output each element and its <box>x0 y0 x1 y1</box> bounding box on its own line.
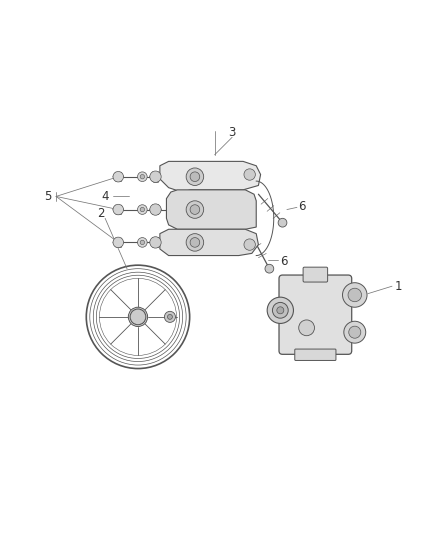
Text: 1: 1 <box>395 280 403 293</box>
Circle shape <box>190 238 200 247</box>
Circle shape <box>349 326 361 338</box>
Circle shape <box>164 311 176 322</box>
Circle shape <box>244 169 255 180</box>
Circle shape <box>277 307 284 314</box>
Circle shape <box>272 302 288 318</box>
Polygon shape <box>160 161 261 192</box>
FancyBboxPatch shape <box>303 267 328 282</box>
Text: 2: 2 <box>97 207 105 221</box>
Text: 3: 3 <box>229 126 236 140</box>
Circle shape <box>90 269 186 365</box>
Circle shape <box>348 288 361 302</box>
Circle shape <box>113 237 124 248</box>
FancyBboxPatch shape <box>279 275 352 354</box>
Circle shape <box>344 321 366 343</box>
Circle shape <box>150 237 161 248</box>
Circle shape <box>96 275 180 359</box>
Circle shape <box>140 240 145 245</box>
Circle shape <box>138 238 147 247</box>
Text: 5: 5 <box>45 190 52 203</box>
Text: 6: 6 <box>298 199 306 213</box>
Text: 6: 6 <box>280 255 288 268</box>
Circle shape <box>278 219 287 227</box>
Circle shape <box>113 172 124 182</box>
Circle shape <box>186 233 204 251</box>
Circle shape <box>93 272 183 361</box>
Circle shape <box>86 265 190 368</box>
Polygon shape <box>160 229 258 255</box>
Circle shape <box>186 201 204 219</box>
Circle shape <box>140 174 145 179</box>
Text: 4: 4 <box>101 190 109 203</box>
Circle shape <box>140 207 145 212</box>
Circle shape <box>138 205 147 214</box>
Circle shape <box>138 172 147 182</box>
Circle shape <box>265 264 274 273</box>
Circle shape <box>190 172 200 182</box>
Circle shape <box>244 239 255 251</box>
Circle shape <box>167 314 173 319</box>
Circle shape <box>299 320 314 336</box>
Circle shape <box>130 309 146 325</box>
Circle shape <box>113 204 124 215</box>
Polygon shape <box>166 190 256 229</box>
Circle shape <box>343 282 367 307</box>
Circle shape <box>128 307 148 327</box>
Circle shape <box>150 171 161 182</box>
Circle shape <box>267 297 293 324</box>
Circle shape <box>186 168 204 185</box>
Circle shape <box>190 205 200 214</box>
FancyBboxPatch shape <box>295 349 336 360</box>
Circle shape <box>150 204 161 215</box>
Bar <box>146 311 170 323</box>
